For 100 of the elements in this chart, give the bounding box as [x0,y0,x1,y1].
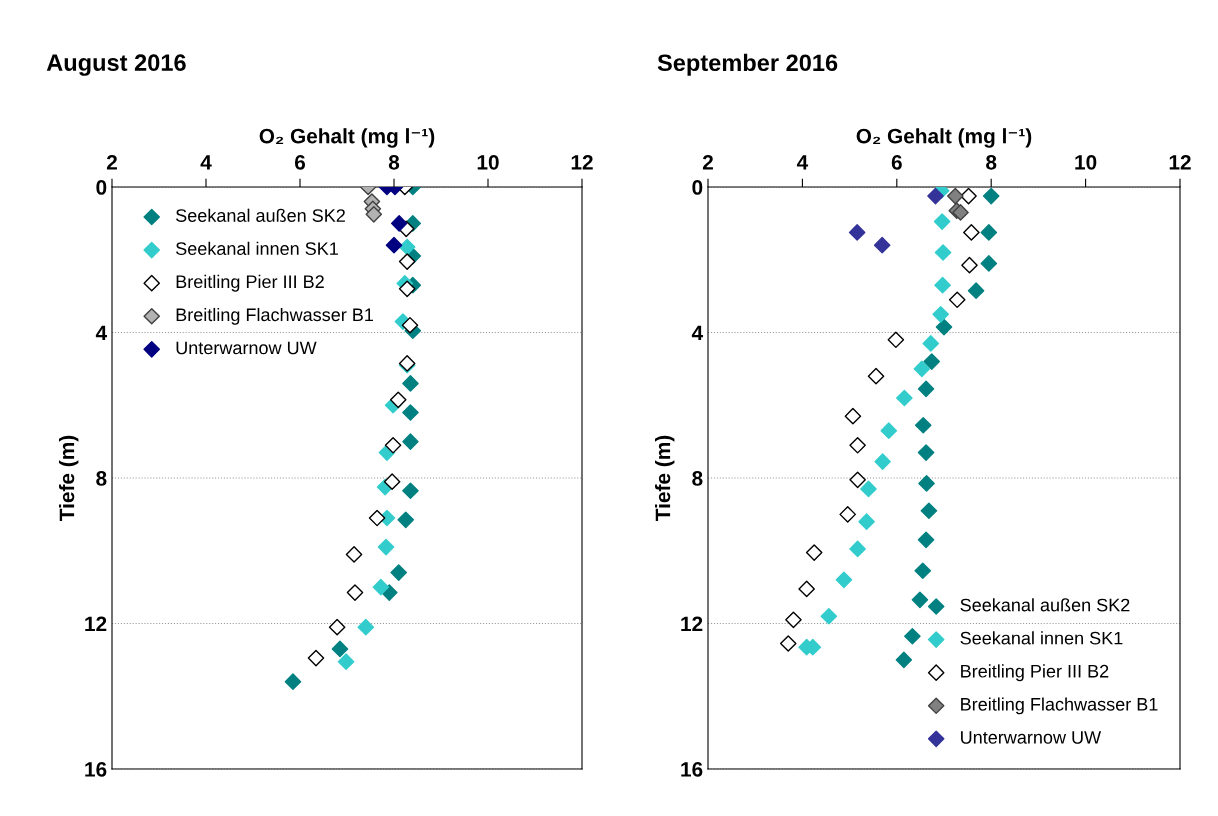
point [917,444,935,461]
y-tick-label: 12 [681,616,703,632]
legend-label: Seekanal innen SK1 [960,631,1123,645]
point [980,255,998,272]
point [377,538,395,556]
point [858,513,875,530]
y-tick-label: 8 [692,471,703,486]
point [918,475,935,492]
y-tick-label: 0 [692,180,703,195]
y-tick-label: 16 [85,762,107,777]
point [401,316,419,334]
legend-label: Breitling Flachwasser B1 [961,697,1158,715]
legend-label: Seekanal außen SK2 [176,208,345,222]
point [849,540,866,558]
point [402,404,419,421]
point [947,187,964,205]
point [923,353,941,370]
point [874,453,891,470]
point [963,224,980,241]
point [383,473,401,490]
y-tick-label: 4 [691,325,704,341]
x-tick-label: 6 [294,154,306,170]
point [849,436,866,454]
point [935,318,953,336]
point [933,213,951,230]
point [390,564,408,581]
point [402,433,419,450]
legend-label: Seekanal innen SK1 [176,241,338,256]
point [331,640,349,658]
x-tick-label: 10 [1075,154,1097,170]
point [798,580,815,598]
point [805,544,823,561]
point [873,236,891,254]
x-tick-label: 2 [702,154,713,170]
point [967,282,985,299]
point [961,256,978,274]
x-tick-label: 4 [200,155,212,170]
point [917,531,935,549]
y-axis-title: Tiefe (m) [58,435,79,521]
point [860,480,877,498]
point [389,391,407,409]
point [934,276,951,294]
legend-label: Breitling Pier III B2 [961,664,1109,682]
y-tick-label: 4 [95,325,108,341]
chart-title: September 2016 [657,53,838,76]
point [839,506,857,523]
point [835,571,853,589]
x-tick-label: 12 [1169,154,1191,170]
point [849,471,866,489]
x-axis-title: O₂ Gehalt (mg l⁻¹) [259,128,435,148]
y-tick-label: 12 [85,616,107,632]
legend-label: Seekanal außen SK2 [960,598,1130,612]
point [390,215,408,232]
legend-label: Unterwarnow UW [176,341,317,355]
point [848,224,866,241]
point [920,502,938,520]
point [934,244,952,261]
point [914,416,932,434]
point [357,618,375,636]
point [385,236,403,254]
y-axis-title: Tiefe (m) [654,435,675,521]
y-tick-label: 8 [96,471,107,486]
x-tick-label: 6 [891,154,902,170]
point [372,578,390,596]
point [397,511,415,529]
point [365,205,383,223]
x-tick-label: 4 [796,155,809,170]
point [779,635,797,652]
point [328,618,346,636]
point [895,651,913,669]
point [896,389,913,407]
point [307,649,325,667]
point [402,375,419,392]
chart-title: August 2016 [46,54,186,76]
point [844,407,862,425]
legend-label: Breitling Flachwasser B1 [176,307,373,325]
y-tick-label: 0 [96,180,107,195]
x-tick-label: 12 [571,154,593,170]
point [284,673,302,691]
legend-label: Unterwarnow UW [961,731,1102,744]
point [398,253,416,270]
point [948,291,966,309]
point [398,280,416,298]
point [337,653,355,670]
point [368,509,386,527]
x-tick-label: 10 [477,154,499,170]
point [867,367,885,385]
point [982,187,1000,205]
point [880,422,898,440]
x-tick-label: 8 [388,154,400,170]
point [980,224,998,241]
point [398,238,416,256]
x-axis-title: O₂ Gehalt (mg l⁻¹) [856,128,1032,148]
x-tick-label: 2 [106,154,117,170]
point [913,360,931,378]
legend-label: Breitling Pier III B2 [176,274,324,292]
point [932,306,949,323]
point [904,627,921,645]
point [917,380,935,398]
point [887,331,905,349]
